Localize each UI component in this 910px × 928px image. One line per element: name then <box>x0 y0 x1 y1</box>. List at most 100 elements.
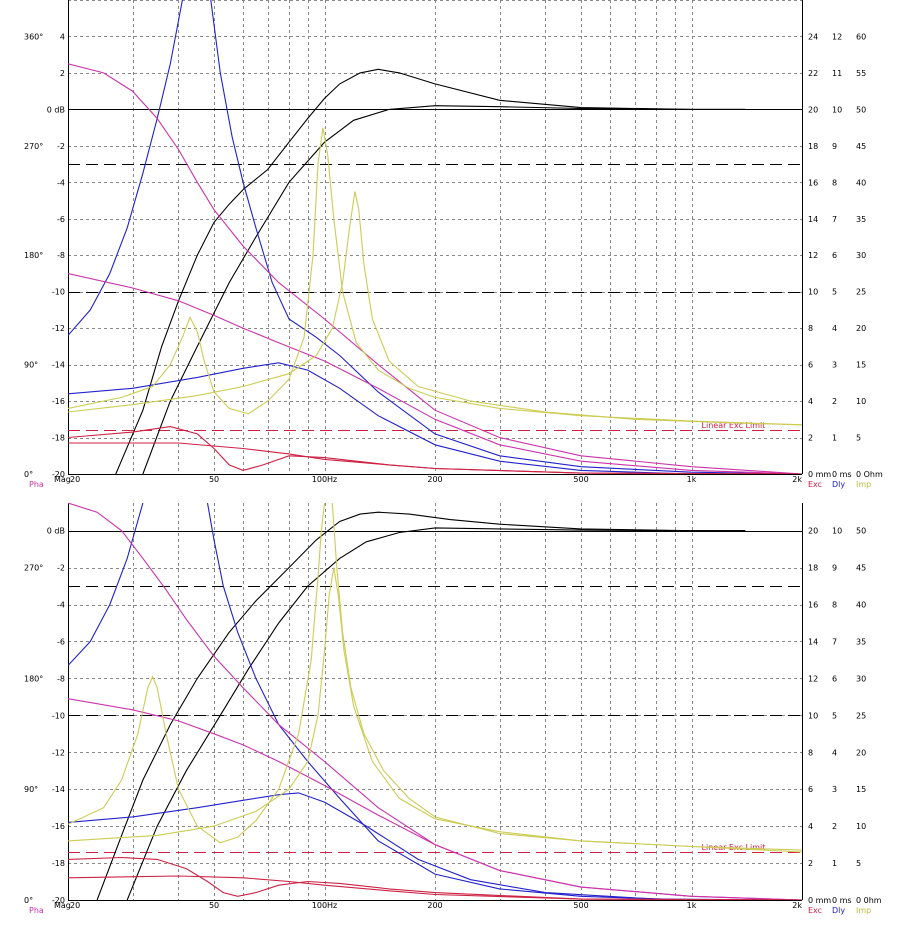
dly-tick-label: 11 <box>832 69 842 78</box>
dly-tick-label: 0 ms <box>832 470 852 479</box>
mag-tick-label: 4 <box>60 32 65 41</box>
imp-tick-label: 25 <box>856 288 866 297</box>
dly-tick-label: 8 <box>832 601 837 610</box>
imp-tick-label: 5 <box>856 859 861 868</box>
dly-tick-label: 3 <box>832 361 837 370</box>
dly-tick-label: 5 <box>832 288 837 297</box>
dly-tick-label: 4 <box>832 748 837 757</box>
x-tick-label: 100Hz <box>312 901 337 910</box>
exc-tick-label: 4 <box>808 822 813 831</box>
series-line <box>68 503 326 844</box>
x-tick-label: 1k <box>687 475 697 484</box>
exc-tick-label: 14 <box>808 215 818 224</box>
exc-tick-label: 20 <box>808 105 818 114</box>
mag-axis-label: Mag <box>54 475 71 484</box>
imp-tick-label: 60 <box>856 32 866 41</box>
dly-tick-label: 5 <box>832 711 837 720</box>
dly-tick-label: 1 <box>832 859 837 868</box>
phase-tick-label: 270° <box>24 142 43 151</box>
imp-tick-label: 5 <box>856 434 861 443</box>
mag-tick-label: -2 <box>57 142 65 151</box>
dly-tick-label: 6 <box>832 674 837 683</box>
phase-tick-label: 90° <box>24 361 38 370</box>
mag-tick-label: 2 <box>60 69 65 78</box>
imp-tick-label: 30 <box>856 251 866 260</box>
exc-tick-label: 8 <box>808 324 813 333</box>
imp-tick-label: 15 <box>856 361 866 370</box>
series-line <box>68 792 802 900</box>
mag-tick-label: -16 <box>52 822 65 831</box>
series-line <box>68 567 802 853</box>
series-line <box>115 68 746 474</box>
phase-tick-label: 0° <box>24 470 33 479</box>
mag-tick-label: -4 <box>57 178 65 187</box>
series-line <box>126 527 746 900</box>
exc-tick-label: 2 <box>808 434 813 443</box>
exc-tick-label: 20 <box>808 527 818 536</box>
mag-tick-label: -8 <box>57 251 65 260</box>
mag-tick-label: -12 <box>52 748 65 757</box>
imp-tick-label: 10 <box>856 822 866 831</box>
mag-tick-label: -20 <box>52 470 65 479</box>
exc-tick-label: 6 <box>808 785 813 794</box>
x-tick-label: 1k <box>687 901 697 910</box>
series-line <box>68 362 802 474</box>
series-line <box>68 503 144 666</box>
series-line <box>68 442 802 474</box>
mag-axis-label: Mag <box>54 901 71 910</box>
series-line <box>68 191 802 426</box>
series-line <box>68 272 802 474</box>
dly-tick-label: 0 ms <box>832 896 852 905</box>
x-tick-label: 200 <box>427 901 442 910</box>
dly-axis-label: Dly <box>832 480 845 489</box>
top-response-panel: Linear Exc Limit 4 2 0 dB -2 -4 -6 -8 -10 -12 -14 -… <box>24 0 883 489</box>
mag-tick-label: -16 <box>52 397 65 406</box>
dly-tick-label: 9 <box>832 142 837 151</box>
exc-axis-label: Exc <box>808 480 822 489</box>
mag-tick-label: -20 <box>52 896 65 905</box>
imp-tick-label: 35 <box>856 215 866 224</box>
exc-tick-label: 14 <box>808 637 818 646</box>
x-tick-label: 20 <box>70 475 80 484</box>
dly-tick-label: 10 <box>832 527 842 536</box>
dly-tick-label: 9 <box>832 564 837 573</box>
dly-tick-label: 6 <box>832 251 837 260</box>
imp-tick-label: 50 <box>856 527 866 536</box>
dly-tick-label: 2 <box>832 397 837 406</box>
imp-tick-label: 40 <box>856 601 866 610</box>
vertical-grid <box>133 0 693 474</box>
series-line <box>68 0 183 336</box>
series-line <box>68 63 802 474</box>
exc-tick-label: 4 <box>808 397 813 406</box>
mag-tick-label: -6 <box>57 637 65 646</box>
exc-tick-label: 6 <box>808 361 813 370</box>
linear-exc-limit-label: Linear Exc Limit <box>702 421 766 430</box>
x-tick-label: 500 <box>573 901 588 910</box>
mag-tick-label: -12 <box>52 324 65 333</box>
exc-tick-label: 0 mm <box>808 470 831 479</box>
dly-tick-label: 10 <box>832 105 842 114</box>
x-tick-label: 50 <box>209 475 219 484</box>
exc-tick-label: 18 <box>808 142 818 151</box>
dly-tick-label: 4 <box>832 324 837 333</box>
dly-tick-label: 2 <box>832 822 837 831</box>
pha-axis-label: Pha <box>29 906 44 915</box>
x-tick-label: 200 <box>427 475 442 484</box>
mag-tick-label: -4 <box>57 601 65 610</box>
mag-tick-label: -10 <box>52 711 65 720</box>
imp-tick-label: 20 <box>856 324 866 333</box>
imp-tick-label: 30 <box>856 674 866 683</box>
exc-tick-label: 16 <box>808 601 818 610</box>
x-tick-label: 50 <box>209 901 219 910</box>
series-group <box>68 0 802 474</box>
mag-tick-label: -18 <box>52 434 65 443</box>
mag-tick-label: -8 <box>57 674 65 683</box>
series-line <box>68 856 802 900</box>
mag-tick-label: -14 <box>52 361 65 370</box>
mag-tick-label: -6 <box>57 215 65 224</box>
imp-tick-label: 25 <box>856 711 866 720</box>
mag-tick-label: -2 <box>57 564 65 573</box>
phase-tick-label: 270° <box>24 564 43 573</box>
